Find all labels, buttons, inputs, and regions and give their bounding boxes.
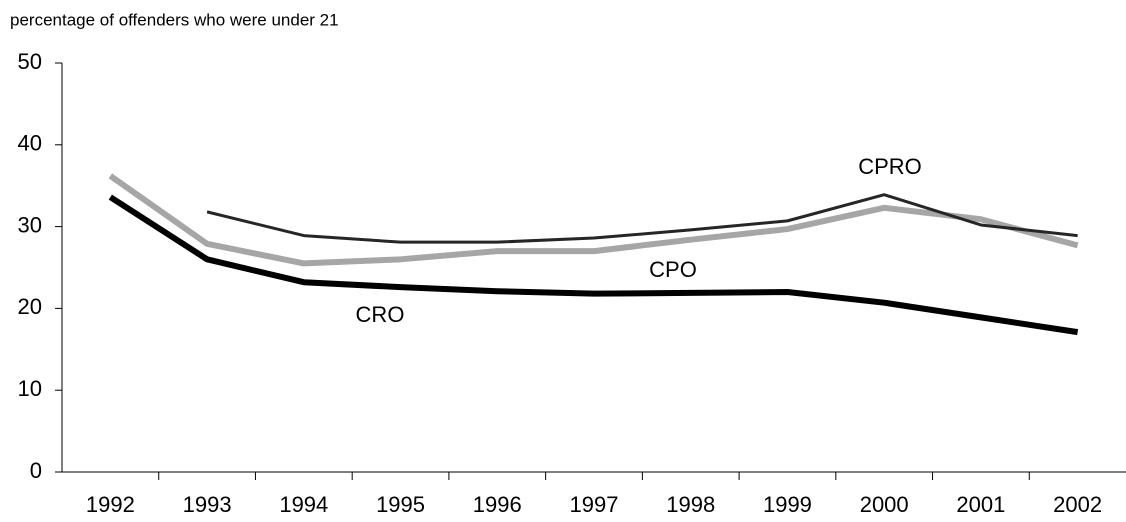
x-tick-label: 1997 — [570, 492, 619, 517]
x-tick-label: 2001 — [956, 492, 1005, 517]
x-tick-label: 1999 — [763, 492, 812, 517]
series-label: CPRO — [858, 154, 922, 179]
x-tick-label: 2002 — [1053, 492, 1102, 517]
x-tick-label: 1994 — [279, 492, 328, 517]
y-tick-label: 40 — [18, 131, 42, 156]
x-tick-label: 2000 — [860, 492, 909, 517]
series-line — [206, 193, 1078, 244]
y-tick-label: 0 — [30, 458, 42, 483]
series-label: CPO — [649, 257, 697, 282]
series-line — [108, 194, 1079, 336]
x-tick-label: 1993 — [183, 492, 232, 517]
x-tick-label: 1992 — [86, 492, 135, 517]
y-tick-label: 20 — [18, 294, 42, 319]
x-tick-label: 1996 — [473, 492, 522, 517]
y-axis-label: percentage of offenders who were under 2… — [10, 10, 339, 29]
series-label: CRO — [356, 302, 405, 327]
y-tick-label: 50 — [18, 49, 42, 74]
y-tick-label: 10 — [18, 376, 42, 401]
series-line — [108, 173, 1079, 267]
x-tick-label: 1995 — [376, 492, 425, 517]
x-tick-label: 1998 — [666, 492, 715, 517]
y-tick-label: 30 — [18, 212, 42, 237]
